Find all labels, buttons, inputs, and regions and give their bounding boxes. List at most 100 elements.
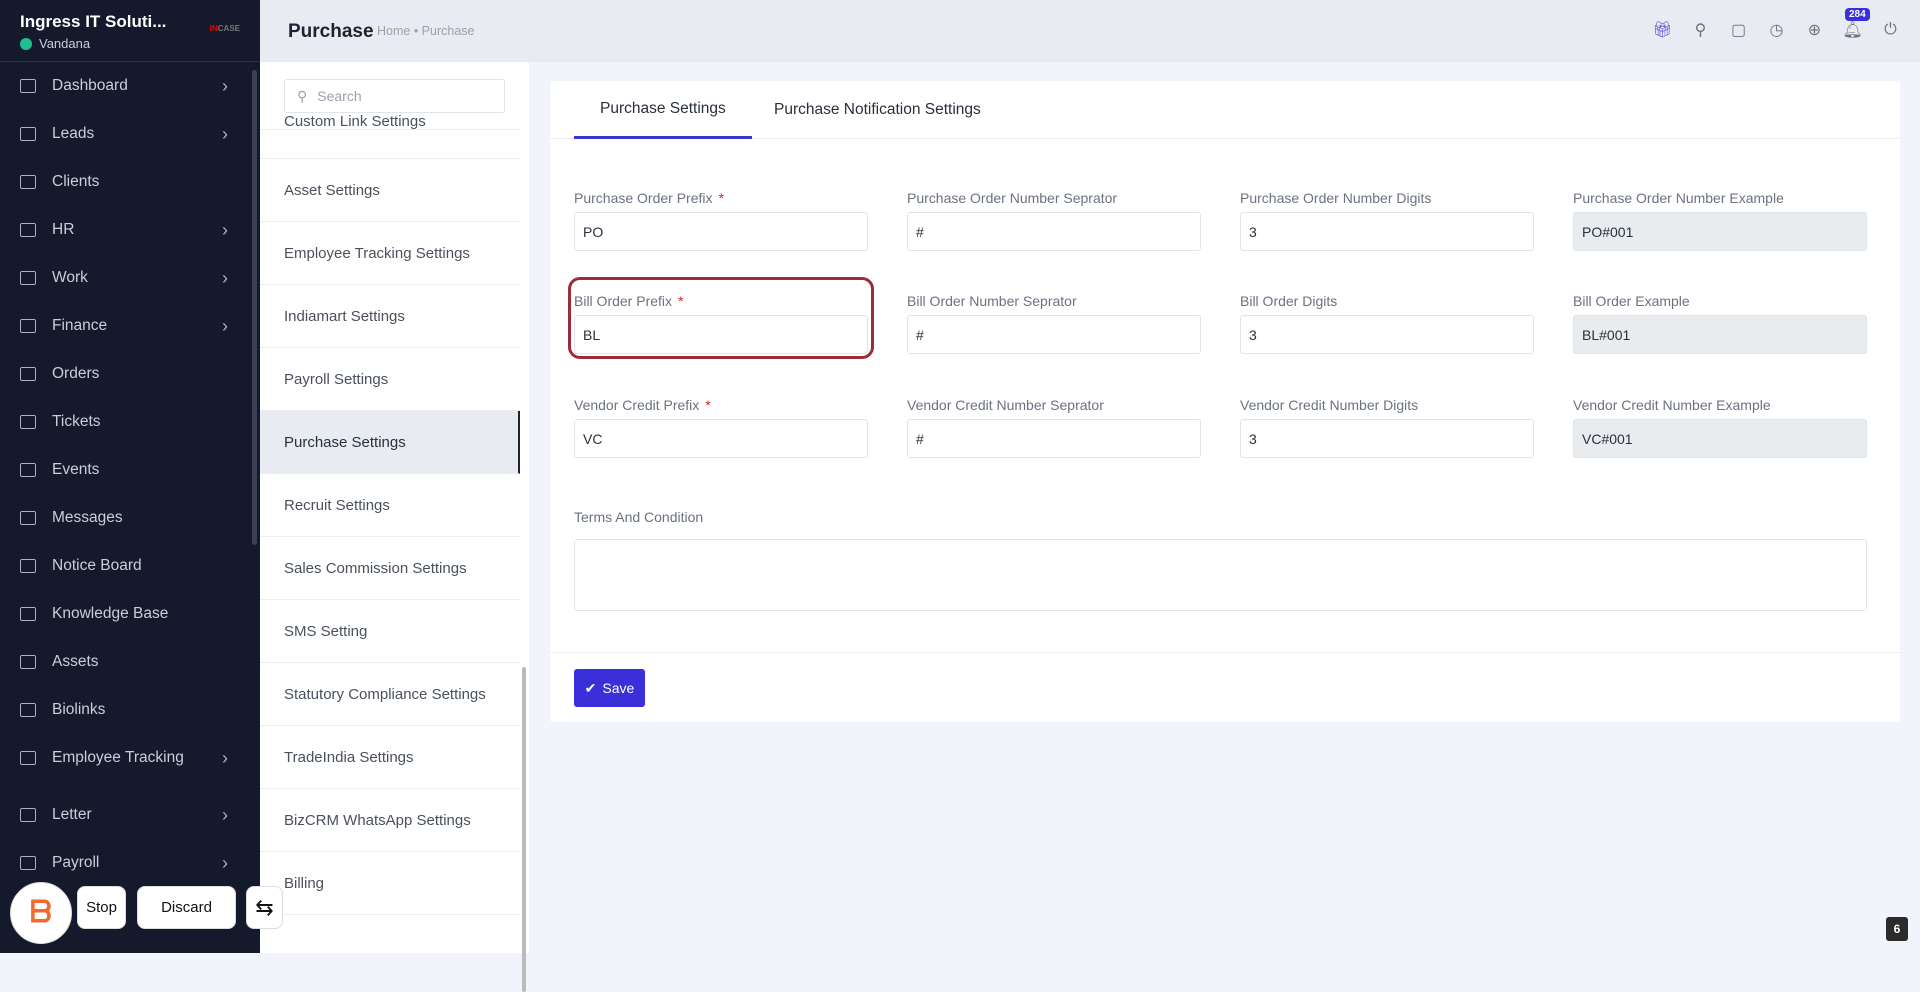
power-icon[interactable]: ⏻ — [1884, 20, 1897, 38]
users-icon — [20, 223, 36, 237]
bell-icon[interactable]: 🔔︎ 284 — [1842, 8, 1870, 39]
document-icon — [20, 607, 36, 621]
vendor-credit-number-example-input: VC#001 — [1573, 419, 1867, 458]
sidebar-item-events[interactable]: Events — [0, 450, 250, 490]
field-label: Bill Order Prefix * — [574, 293, 683, 309]
plus-circle-icon[interactable]: ⊕ — [1807, 21, 1822, 39]
sidebar-item-knowledge-base[interactable]: Knowledge Base — [0, 594, 250, 634]
settings-item-purchase-settings[interactable]: Purchase Settings — [260, 411, 520, 474]
bill-order-prefix-input[interactable]: BL — [574, 315, 868, 354]
tab-purchase-settings[interactable]: Purchase Settings — [574, 81, 752, 139]
bill-order-digits-input[interactable]: 3 — [1240, 315, 1534, 354]
chevron-right-icon: › — [222, 747, 228, 768]
field-label: Vendor Credit Prefix * — [574, 397, 711, 413]
sidebar-item-label: Tickets — [52, 413, 101, 430]
sidebar-item-biolinks[interactable]: Biolinks — [0, 690, 250, 730]
purchase-order-number-example-input: PO#001 — [1573, 212, 1867, 251]
chevron-right-icon: › — [222, 804, 228, 825]
settings-search-input[interactable]: ⚲ Search — [284, 79, 505, 113]
assistant-logo[interactable]: ᗷ — [10, 882, 72, 944]
sidebar-item-hr[interactable]: HR › — [0, 210, 250, 250]
bill-order-number-seprator-input[interactable]: # — [907, 315, 1201, 354]
field-label: Bill Order Digits — [1240, 293, 1337, 309]
sidebar-item-clients[interactable]: Clients — [0, 162, 250, 202]
sidebar-item-letter[interactable]: Letter › — [0, 795, 250, 835]
sidebar-item-label: Leads — [52, 125, 95, 142]
settings-item-statutory-compliance-settings[interactable]: Statutory Compliance Settings — [260, 663, 520, 726]
sidebar-item-orders[interactable]: Orders — [0, 354, 250, 394]
online-dot — [20, 37, 32, 50]
tracking-icon — [20, 751, 36, 765]
vendor-credit-number-seprator-input[interactable]: # — [907, 419, 1201, 458]
sidebar-item-employee-tracking[interactable]: Employee Tracking › — [0, 738, 250, 778]
sidebar-item-leads[interactable]: Leads › — [0, 114, 250, 154]
terms-textarea[interactable] — [574, 539, 1867, 611]
sidebar-scrollbar[interactable] — [252, 70, 257, 545]
sidebar-item-dashboard[interactable]: Dashboard › — [0, 66, 250, 106]
sidebar-item-label: Employee Tracking — [52, 749, 184, 766]
search-placeholder: Search — [317, 88, 362, 104]
phone-icon — [20, 703, 36, 717]
sidebar-item-notice-board[interactable]: Notice Board — [0, 546, 250, 586]
clock-icon[interactable]: ◷ — [1769, 21, 1784, 39]
field-label: Bill Order Number Seprator — [907, 293, 1077, 309]
tab-purchase-notification-settings[interactable]: Purchase Notification Settings — [774, 101, 981, 118]
required-mark: * — [718, 190, 724, 206]
settings-item-sales-commission-settings[interactable]: Sales Commission Settings — [260, 537, 520, 600]
label-text: Vendor Credit Prefix — [574, 397, 700, 413]
company-name[interactable]: Ingress IT Soluti... — [20, 12, 167, 31]
clipboard-icon — [20, 559, 36, 573]
field-label: Purchase Order Number Digits — [1240, 190, 1431, 206]
cart-icon — [20, 367, 36, 381]
stop-button[interactable]: Stop — [77, 886, 126, 929]
sidebar-item-work[interactable]: Work › — [0, 258, 250, 298]
notification-badge: 284 — [1845, 8, 1870, 21]
sidebar-item-assets[interactable]: Assets — [0, 642, 250, 682]
settings-item-employee-tracking-settings[interactable]: Employee Tracking Settings — [260, 222, 520, 285]
headset-icon — [20, 415, 36, 429]
sidebar-item-label: Payroll — [52, 854, 100, 871]
label-text: Bill Order Example — [1573, 293, 1690, 309]
purchase-order-prefix-input[interactable]: PO — [574, 212, 868, 251]
settings-list: ⚲ Search Custom Link Settings Asset Settin… — [260, 62, 529, 992]
settings-item-recruit-settings[interactable]: Recruit Settings — [260, 474, 520, 537]
sidebar-item-label: Clients — [52, 173, 100, 190]
calendar-icon — [20, 463, 36, 477]
vendor-credit-prefix-input[interactable]: VC — [574, 419, 868, 458]
company-logo: INCASE — [209, 24, 240, 33]
sidebar-item-label: Messages — [52, 509, 123, 526]
vendor-credit-number-digits-input[interactable]: 3 — [1240, 419, 1534, 458]
swap-icon[interactable]: ⇆ — [246, 886, 283, 929]
sidebar-item-tickets[interactable]: Tickets — [0, 402, 250, 442]
settings-item-bizcrm-whatsapp-settings[interactable]: BizCRM WhatsApp Settings — [260, 789, 520, 852]
sidebar-item-label: Events — [52, 461, 100, 478]
bill-order-example-input: BL#001 — [1573, 315, 1867, 354]
sidebar-item-finance[interactable]: Finance › — [0, 306, 250, 346]
save-button[interactable]: ✔ Save — [574, 669, 645, 707]
check-icon: ✔ — [584, 679, 597, 696]
sticky-note-icon[interactable]: ▢ — [1730, 21, 1747, 39]
sidebar-item-label: Finance — [52, 317, 108, 334]
purchase-order-number-digits-input[interactable]: 3 — [1240, 212, 1534, 251]
chart-icon — [20, 175, 36, 189]
chevron-right-icon: › — [222, 219, 228, 240]
label-text: Purchase Order Number Seprator — [907, 190, 1118, 206]
settings-item-sms-setting[interactable]: SMS Setting — [260, 600, 520, 663]
sidebar-item-messages[interactable]: Messages — [0, 498, 250, 538]
sidebar-item-payroll[interactable]: Payroll › — [0, 843, 250, 883]
sidebar: Ingress IT Soluti... Vandana INCASE Dash… — [0, 0, 260, 953]
purchase-order-number-seprator-input[interactable]: # — [907, 212, 1201, 251]
settings-item-custom-link-settings[interactable]: Custom Link Settings — [260, 113, 520, 159]
label-text: Bill Order Number Seprator — [907, 293, 1077, 309]
settings-scrollbar[interactable] — [522, 667, 526, 992]
settings-item-indiamart-settings[interactable]: Indiamart Settings — [260, 285, 520, 348]
search-icon[interactable]: ⚲ — [1694, 21, 1707, 39]
settings-item-billing[interactable]: Billing — [260, 852, 520, 915]
settings-item-asset-settings[interactable]: Asset Settings — [260, 159, 520, 222]
gift-icon[interactable]: 🎁︎ — [1652, 21, 1673, 39]
field-label: Purchase Order Number Seprator — [907, 190, 1117, 206]
settings-item-payroll-settings[interactable]: Payroll Settings — [260, 348, 520, 411]
label-text: Bill Order Digits — [1240, 293, 1338, 309]
discard-button[interactable]: Discard — [137, 886, 236, 929]
settings-item-tradeindia-settings[interactable]: TradeIndia Settings — [260, 726, 520, 789]
